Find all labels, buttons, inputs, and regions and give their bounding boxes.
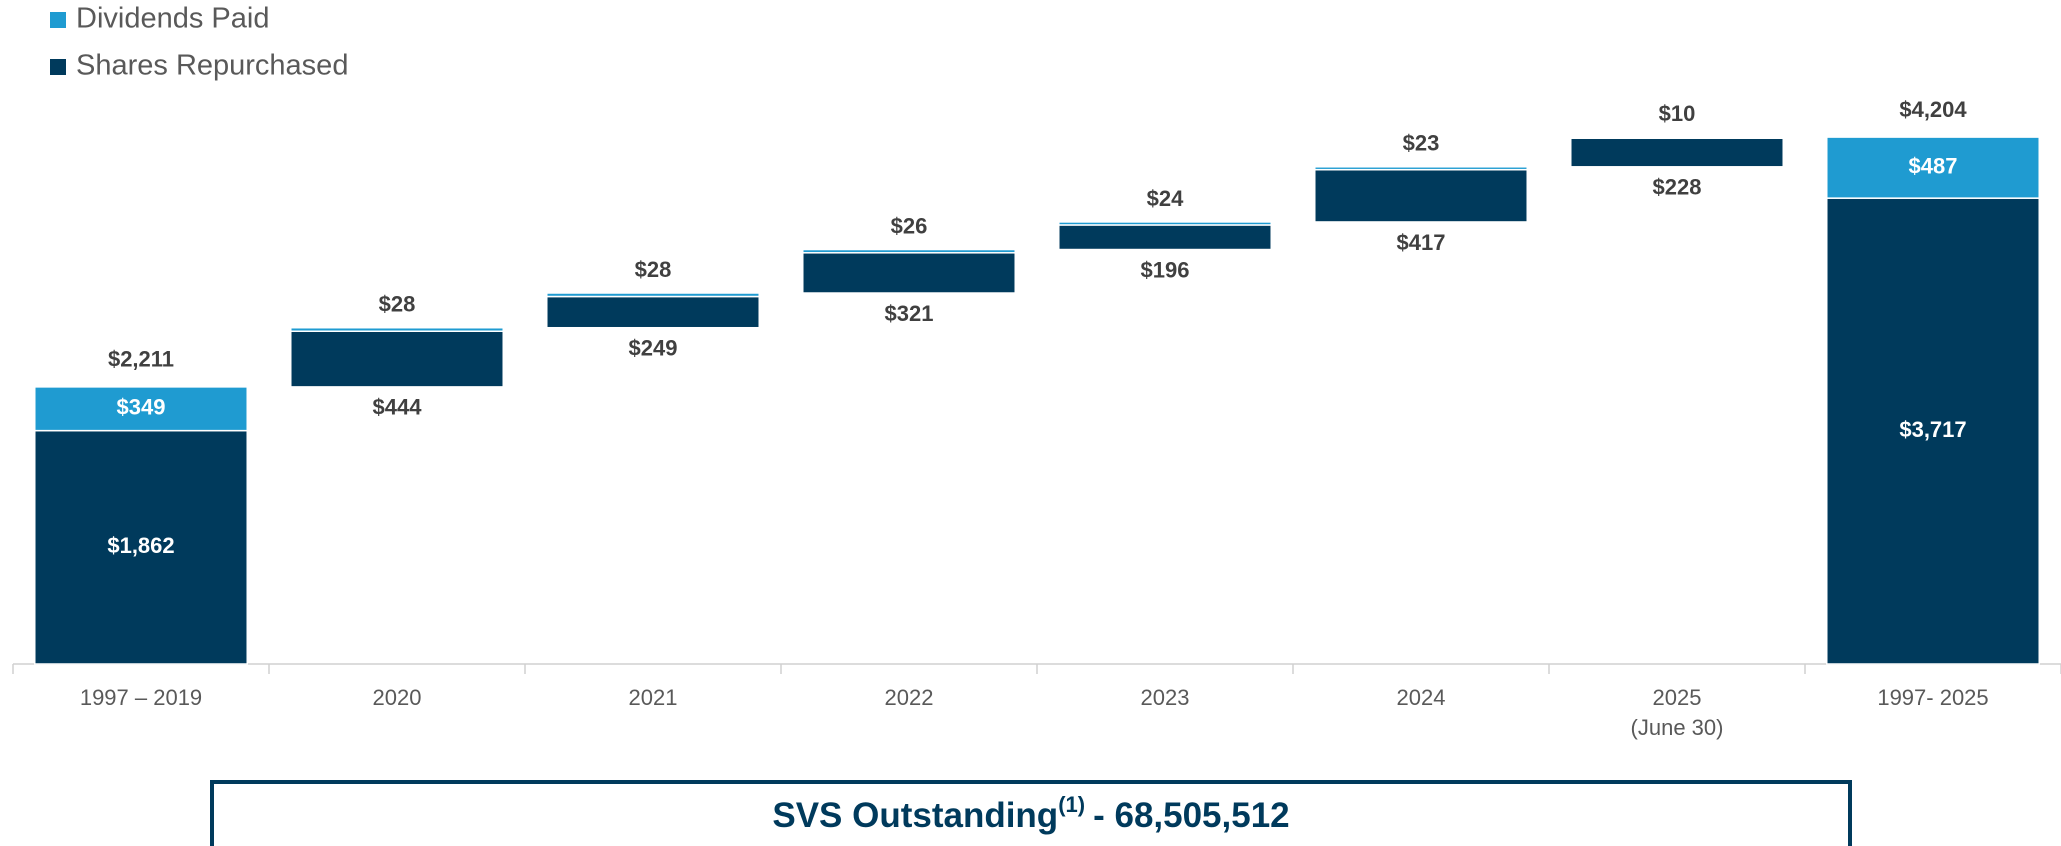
data-label: $3,717 — [1899, 417, 1966, 442]
legend-label: Dividends Paid — [76, 3, 269, 35]
data-label: $28 — [635, 257, 672, 282]
bar-segment — [290, 330, 504, 388]
bar-segment — [546, 292, 760, 298]
bar-segment — [1314, 166, 1528, 171]
footer-text: SVS Outstanding(1) - 68,505,512 — [772, 792, 1289, 835]
legend-label: Shares Repurchased — [76, 50, 348, 82]
footer-value: - 68,505,512 — [1093, 796, 1290, 835]
data-label: $349 — [117, 395, 166, 420]
data-label: $228 — [1653, 175, 1702, 200]
x-tick-label: 2024 — [1397, 685, 1446, 710]
bar-segment — [1826, 197, 2040, 665]
footer-box — [210, 780, 1852, 846]
legend-swatch — [50, 59, 66, 75]
bar-segment — [34, 429, 248, 665]
data-label: $10 — [1659, 101, 1696, 126]
bar-segment — [1314, 168, 1528, 223]
total-label: $2,211 — [108, 347, 174, 372]
bar-segment — [1570, 137, 1784, 168]
footer-note: (1) — [1058, 792, 1085, 817]
x-tick-label: 2025 (June 30) — [1631, 685, 1724, 740]
bar-segment — [802, 248, 1016, 254]
bar-segment — [1058, 221, 1272, 226]
x-tick-label: 1997 – 2019 — [80, 685, 202, 710]
data-label: $26 — [891, 213, 928, 238]
bar-segment — [1570, 136, 1784, 139]
bar-segment — [802, 252, 1016, 294]
bar-segment — [546, 295, 760, 329]
x-tick-label: 2020 — [373, 685, 422, 710]
data-label: $196 — [1141, 257, 1190, 282]
data-label: $249 — [629, 336, 678, 361]
data-label: $444 — [373, 395, 423, 420]
data-label: $24 — [1147, 186, 1184, 211]
total-label: $4,204 — [1899, 97, 1967, 122]
data-label: $417 — [1397, 230, 1446, 255]
data-label: $23 — [1403, 131, 1440, 156]
x-tick-label: 2023 — [1141, 685, 1190, 710]
bar-segment — [1058, 224, 1272, 251]
x-tick-label: 2021 — [629, 685, 678, 710]
x-tick-label-line: (June 30) — [1631, 715, 1724, 740]
footer-label: SVS Outstanding — [772, 796, 1058, 835]
x-tick-label: 1997- 2025 — [1877, 685, 1988, 710]
data-label: $28 — [379, 292, 416, 317]
bar-segment — [290, 326, 504, 332]
bar-segment — [34, 386, 248, 432]
bar-segment — [1826, 136, 2040, 199]
data-label: $1,862 — [107, 533, 174, 558]
x-tick-label-line: 2025 — [1653, 685, 1702, 710]
data-label: $487 — [1909, 153, 1958, 178]
legend-swatch — [50, 12, 66, 28]
data-label: $321 — [885, 301, 934, 326]
x-tick-label: 2022 — [885, 685, 934, 710]
